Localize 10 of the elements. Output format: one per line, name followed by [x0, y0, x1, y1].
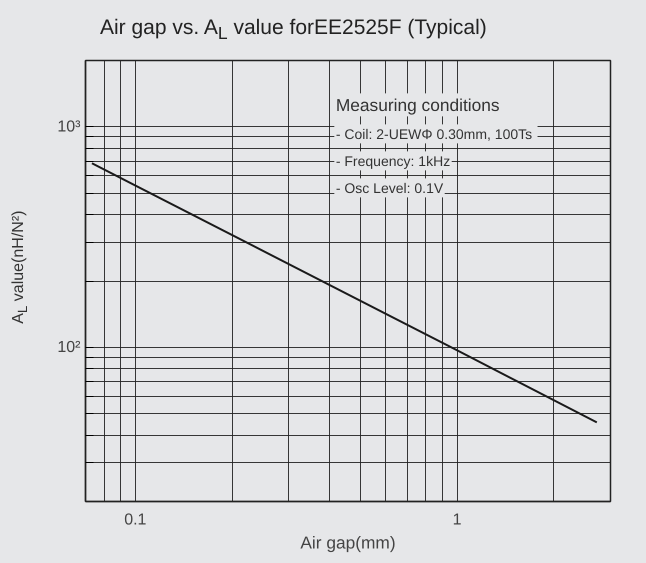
y-tick-label: 10³: [57, 118, 82, 136]
x-axis-title: Air gap(mm): [300, 532, 396, 552]
x-tick-label: 0.1: [124, 512, 147, 528]
chart-title: Air gap vs. A$_{L}$ value forEE2525F (Typical): [100, 15, 487, 46]
annotation: - Osc Level: 0.1V: [336, 180, 444, 196]
annotation: Measuring conditions: [336, 94, 500, 115]
annotation: - Frequency: 1kHz: [336, 152, 450, 169]
annotation: - Coil: 2-UEWΦ 0.30mm, 100Ts: [336, 126, 532, 142]
x-tick-label: 1: [452, 512, 462, 528]
y-tick-label: 10²: [57, 338, 82, 356]
